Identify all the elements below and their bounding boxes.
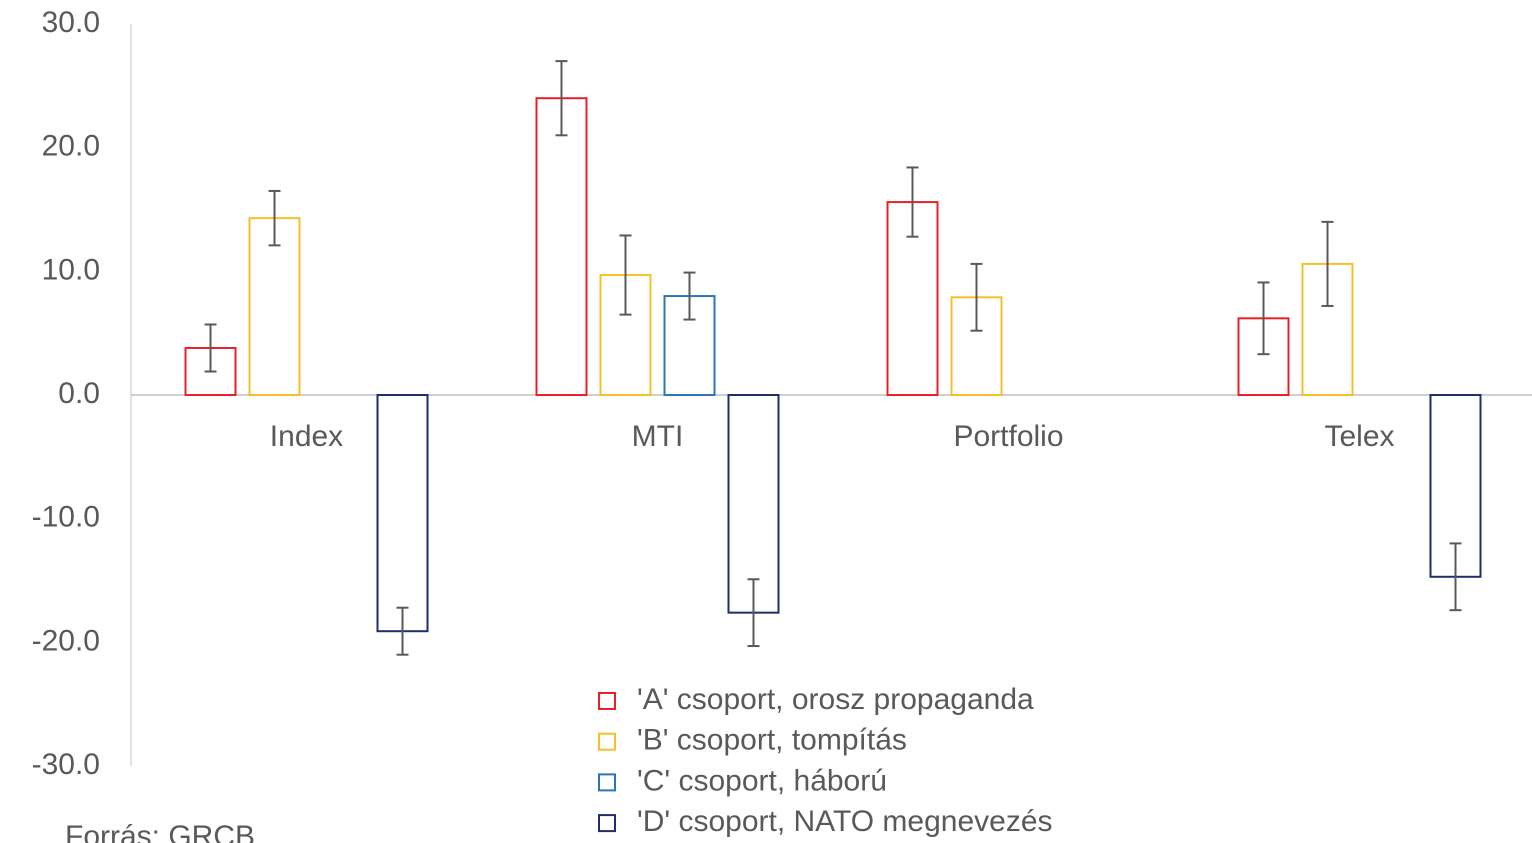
legend-label: 'D' csoport, NATO megnevezés (637, 805, 1053, 838)
bar (248, 217, 301, 396)
bar (376, 394, 429, 633)
bar (535, 97, 588, 396)
legend-label: 'C' csoport, háború (637, 764, 887, 797)
legend-swatch (598, 692, 616, 710)
bar (599, 274, 652, 396)
legend-swatch (598, 773, 616, 792)
error-bar (1321, 220, 1334, 307)
x-tick-label: Index (270, 420, 343, 453)
x-tick-label: Portfolio (953, 420, 1063, 453)
legend-label: 'A' csoport, orosz propaganda (637, 683, 1034, 716)
error-bar (906, 166, 919, 238)
bar (727, 394, 780, 614)
error-bar (268, 189, 281, 247)
bar (950, 296, 1003, 397)
error-bar (1257, 281, 1270, 356)
error-bar (970, 262, 983, 332)
y-tick-label: -20.0 (32, 624, 100, 657)
x-tick-label: Telex (1324, 420, 1394, 453)
y-tick-label: 30.0 (42, 6, 100, 39)
legend-swatch (598, 732, 616, 751)
source-note: Forrás: GRCB (65, 820, 255, 843)
error-bar (747, 578, 760, 648)
y-tick-label: -10.0 (32, 501, 100, 534)
legend-label: 'B' csoport, tompítás (637, 724, 907, 757)
error-bar (555, 60, 568, 137)
x-tick-label: MTI (632, 420, 684, 453)
y-tick-label: -30.0 (32, 748, 100, 781)
error-bar (619, 234, 632, 316)
y-tick-label: 20.0 (42, 130, 100, 163)
y-tick-label: 10.0 (42, 253, 100, 286)
error-bar (204, 323, 217, 373)
legend-swatch (598, 814, 616, 833)
y-tick-label: 0.0 (58, 377, 100, 410)
error-bar (1449, 542, 1462, 612)
error-bar (683, 271, 696, 321)
error-bar (396, 606, 409, 656)
